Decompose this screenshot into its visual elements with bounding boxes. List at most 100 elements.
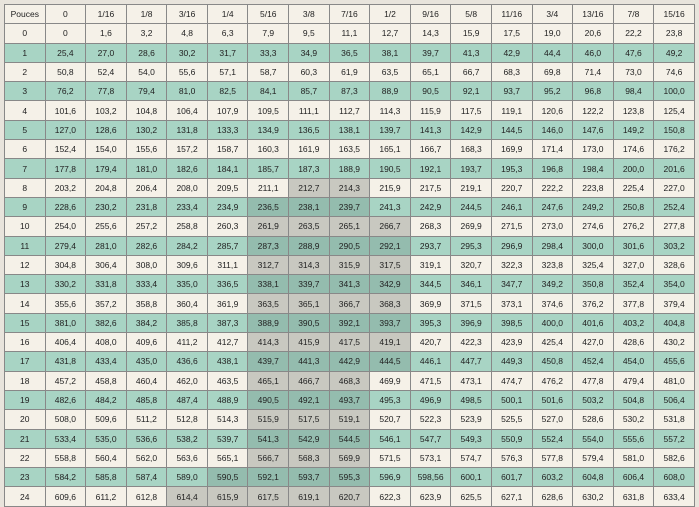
data-cell: 38,1 xyxy=(370,43,411,62)
data-cell: 344,5 xyxy=(410,275,451,294)
data-cell: 323,8 xyxy=(532,255,573,274)
row-header: 14 xyxy=(5,294,46,313)
data-cell: 371,5 xyxy=(451,294,492,313)
data-cell: 74,6 xyxy=(654,62,695,81)
col-header: 5/8 xyxy=(451,5,492,24)
table-row: 9228,6230,2231,8233,4234,9236,5238,1239,… xyxy=(5,197,695,216)
data-cell: 161,9 xyxy=(289,140,330,159)
data-cell: 400,0 xyxy=(532,313,573,332)
data-cell: 589,0 xyxy=(167,468,208,487)
data-cell: 401,6 xyxy=(573,313,614,332)
row-header: 11 xyxy=(5,236,46,255)
data-cell: 174,6 xyxy=(613,140,654,159)
table-row: 8203,2204,8206,4208,0209,5211,1212,7214,… xyxy=(5,178,695,197)
data-cell: 395,3 xyxy=(410,313,451,332)
data-cell: 103,2 xyxy=(86,101,127,120)
table-row: 20508,0509,6511,2512,8514,3515,9517,5519… xyxy=(5,410,695,429)
data-cell: 560,4 xyxy=(86,448,127,467)
data-cell: 468,3 xyxy=(329,371,370,390)
data-cell: 92,1 xyxy=(451,82,492,101)
data-cell: 231,8 xyxy=(126,197,167,216)
col-header: 1/8 xyxy=(126,5,167,24)
table-row: 16406,4408,0409,6411,2412,7414,3415,9417… xyxy=(5,333,695,352)
data-cell: 452,4 xyxy=(573,352,614,371)
data-cell: 147,6 xyxy=(573,120,614,139)
data-cell: 27,0 xyxy=(86,43,127,62)
data-cell: 61,9 xyxy=(329,62,370,81)
data-cell: 295,3 xyxy=(451,236,492,255)
data-cell: 577,8 xyxy=(532,448,573,467)
data-cell: 76,2 xyxy=(45,82,86,101)
data-cell: 477,8 xyxy=(573,371,614,390)
data-cell: 612,8 xyxy=(126,487,167,506)
data-cell: 3,2 xyxy=(126,24,167,43)
data-cell: 592,1 xyxy=(248,468,289,487)
data-cell: 184,1 xyxy=(207,159,248,178)
data-cell: 522,3 xyxy=(410,410,451,429)
row-header: 19 xyxy=(5,390,46,409)
data-cell: 328,6 xyxy=(654,255,695,274)
data-cell: 447,7 xyxy=(451,352,492,371)
data-cell: 360,4 xyxy=(167,294,208,313)
data-cell: 234,9 xyxy=(207,197,248,216)
data-cell: 52,4 xyxy=(86,62,127,81)
data-cell: 335,0 xyxy=(167,275,208,294)
data-cell: 30,2 xyxy=(167,43,208,62)
data-cell: 227,0 xyxy=(654,178,695,197)
data-cell: 525,5 xyxy=(491,410,532,429)
data-cell: 628,6 xyxy=(532,487,573,506)
data-cell: 201,6 xyxy=(654,159,695,178)
data-cell: 495,3 xyxy=(370,390,411,409)
data-cell: 112,7 xyxy=(329,101,370,120)
data-cell: 384,2 xyxy=(126,313,167,332)
data-cell: 487,4 xyxy=(167,390,208,409)
row-header: 22 xyxy=(5,448,46,467)
data-cell: 496,9 xyxy=(410,390,451,409)
data-cell: 165,1 xyxy=(370,140,411,159)
data-cell: 157,2 xyxy=(167,140,208,159)
data-cell: 4,8 xyxy=(167,24,208,43)
data-cell: 492,1 xyxy=(289,390,330,409)
data-cell: 211,1 xyxy=(248,178,289,197)
row-header: 15 xyxy=(5,313,46,332)
row-header: 24 xyxy=(5,487,46,506)
data-cell: 49,2 xyxy=(654,43,695,62)
data-cell: 133,3 xyxy=(207,120,248,139)
data-cell: 309,6 xyxy=(167,255,208,274)
data-cell: 476,2 xyxy=(532,371,573,390)
data-cell: 109,5 xyxy=(248,101,289,120)
row-header: 13 xyxy=(5,275,46,294)
data-cell: 246,1 xyxy=(491,197,532,216)
data-cell: 617,5 xyxy=(248,487,289,506)
data-cell: 182,6 xyxy=(167,159,208,178)
data-cell: 239,7 xyxy=(329,197,370,216)
data-cell: 12,7 xyxy=(370,24,411,43)
data-cell: 341,3 xyxy=(329,275,370,294)
data-cell: 330,2 xyxy=(45,275,86,294)
data-cell: 101,6 xyxy=(45,101,86,120)
row-header: 4 xyxy=(5,101,46,120)
data-cell: 398,5 xyxy=(491,313,532,332)
data-cell: 411,2 xyxy=(167,333,208,352)
data-cell: 531,8 xyxy=(654,410,695,429)
data-cell: 390,5 xyxy=(289,313,330,332)
data-cell: 276,2 xyxy=(613,217,654,236)
data-cell: 557,2 xyxy=(654,429,695,448)
data-cell: 212,7 xyxy=(289,178,330,197)
data-cell: 469,9 xyxy=(370,371,411,390)
data-cell: 268,3 xyxy=(410,217,451,236)
data-cell: 566,7 xyxy=(248,448,289,467)
table-row: 12304,8306,4308,0309,6311,1312,7314,3315… xyxy=(5,255,695,274)
data-cell: 7,9 xyxy=(248,24,289,43)
data-cell: 82,5 xyxy=(207,82,248,101)
data-cell: 198,4 xyxy=(573,159,614,178)
row-header: 23 xyxy=(5,468,46,487)
data-cell: 563,6 xyxy=(167,448,208,467)
data-cell: 633,4 xyxy=(654,487,695,506)
data-cell: 547,7 xyxy=(410,429,451,448)
table-body: 001,63,24,86,37,99,511,112,714,315,917,5… xyxy=(5,24,695,506)
data-cell: 331,8 xyxy=(86,275,127,294)
data-cell: 192,1 xyxy=(410,159,451,178)
data-cell: 176,2 xyxy=(654,140,695,159)
data-cell: 292,1 xyxy=(370,236,411,255)
